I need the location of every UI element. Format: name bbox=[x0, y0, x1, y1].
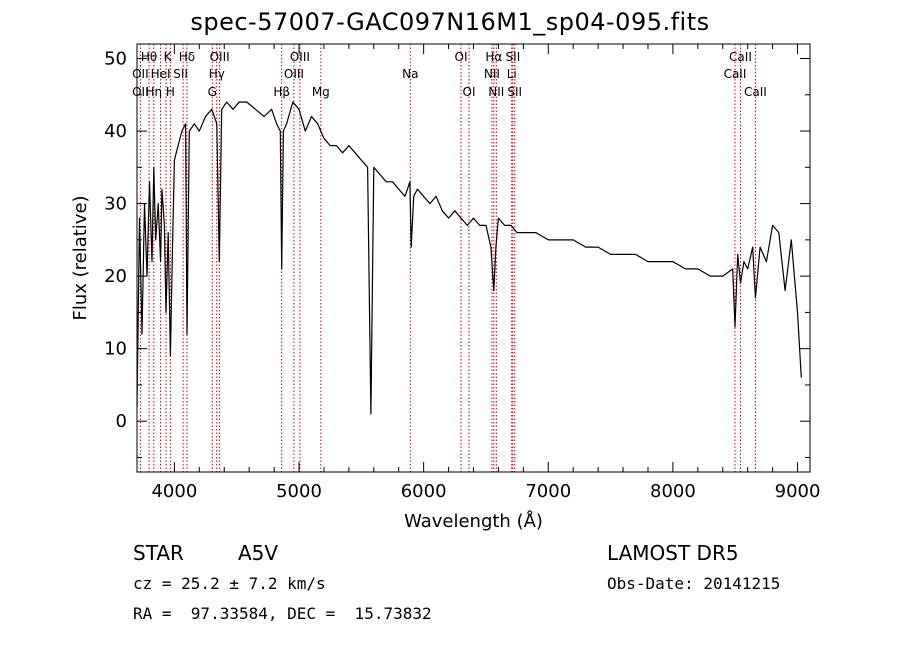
x-tick-label: 9000 bbox=[775, 481, 821, 502]
y-tick-label: 20 bbox=[104, 266, 127, 287]
line-label: OII bbox=[132, 67, 149, 81]
line-label: K bbox=[164, 50, 173, 64]
spectrum-line bbox=[136, 101, 802, 415]
redshift-cz: cz = 25.2 ± 7.2 km/s bbox=[133, 574, 326, 593]
x-tick-label: 7000 bbox=[525, 481, 571, 502]
plot-frame bbox=[136, 43, 811, 473]
y-tick-label: 10 bbox=[104, 339, 127, 360]
line-label: Hγ bbox=[209, 67, 225, 81]
line-label: OIII bbox=[210, 50, 230, 64]
x-tick-label: 4000 bbox=[151, 481, 197, 502]
line-label: NII bbox=[488, 85, 504, 99]
line-label: H bbox=[166, 85, 175, 99]
x-axis-label: Wavelength (Å) bbox=[404, 510, 543, 532]
line-label: Hα bbox=[485, 50, 502, 64]
line-label: CaII bbox=[744, 85, 767, 99]
coordinates: RA = 97.33584, DEC = 15.73832 bbox=[133, 604, 432, 623]
y-tick-label: 50 bbox=[104, 49, 127, 70]
y-tick-label: 40 bbox=[104, 121, 127, 142]
y-tick-label: 30 bbox=[104, 194, 127, 215]
line-label: CaII bbox=[729, 50, 752, 64]
line-label: SII bbox=[507, 85, 522, 99]
line-label: CaII bbox=[724, 67, 747, 81]
line-label: Hη bbox=[146, 85, 163, 99]
line-label: OI bbox=[455, 50, 468, 64]
line-label: HeI bbox=[151, 67, 171, 81]
chart-title: spec-57007-GAC097N16M1_sp04-095.fits bbox=[190, 8, 710, 36]
line-label: Hβ bbox=[273, 85, 290, 99]
line-label: OIII bbox=[290, 50, 310, 64]
line-label: Mg bbox=[312, 85, 330, 99]
line-label: OII bbox=[132, 85, 149, 99]
line-label: Hδ bbox=[179, 50, 195, 64]
line-label: Hθ bbox=[141, 50, 157, 64]
line-label: G bbox=[208, 85, 217, 99]
spectrum-series bbox=[136, 101, 802, 415]
object-subclass: A5V bbox=[238, 541, 279, 565]
object-class: STAR bbox=[133, 541, 184, 565]
line-label: SII bbox=[506, 50, 521, 64]
obs-date: Obs-Date: 20141215 bbox=[607, 574, 781, 593]
axes: 4000 5000 6000 7000 8000 9000 0 10 20 30 40 50 bbox=[104, 44, 820, 502]
survey-label: LAMOST DR5 bbox=[607, 541, 739, 565]
x-tick-label: 6000 bbox=[401, 481, 447, 502]
y-tick-label: 0 bbox=[116, 411, 127, 432]
x-tick-label: 8000 bbox=[650, 481, 696, 502]
line-label: Li bbox=[507, 67, 517, 81]
line-label: SII bbox=[173, 67, 188, 81]
x-tick-label: 5000 bbox=[276, 481, 322, 502]
line-label: OIII bbox=[284, 67, 304, 81]
y-axis-label: Flux (relative) bbox=[70, 195, 91, 320]
line-label: NII bbox=[484, 67, 500, 81]
line-label: OI bbox=[463, 85, 476, 99]
line-label: Na bbox=[402, 67, 418, 81]
